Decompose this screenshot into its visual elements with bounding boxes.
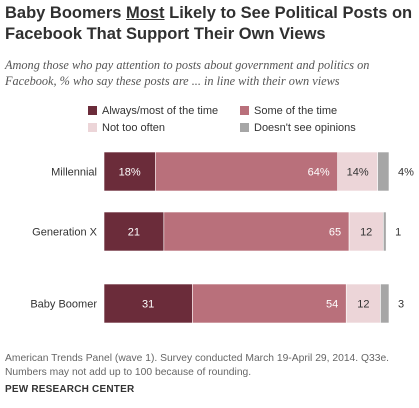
title-part-2: Likely to See Political Posts on Faceboo… [5, 4, 413, 43]
bar-generation-x-some-of-the-time [163, 211, 350, 252]
stacked-bar-chart: Always/most of the time Some of the time N… [30, 105, 414, 324]
value-label-millennial-always-most-of-the-time: 18% [119, 167, 141, 179]
value-label-generation-x-not-too-often: 12 [360, 227, 372, 239]
legend-label-always-most-of-the-time: Always/most of the time [102, 105, 218, 117]
category-label-generation-x: Generation X [32, 227, 97, 239]
value-label-generation-x-always-most-of-the-time: 21 [128, 227, 140, 239]
title-emphasis: Most [126, 4, 165, 22]
bar-generation-x-doesn-t-see-opinions [382, 211, 387, 252]
legend-label-doesn-t-see-opinions: Doesn't see opinions [254, 122, 356, 134]
source-credit: PEW RESEARCH CENTER [5, 384, 135, 395]
value-label-millennial-some-of-the-time: 64% [308, 167, 330, 179]
value-label-baby-boomer-not-too-often: 12 [357, 299, 369, 311]
chart-subtitle: Among those who pay attention to posts a… [5, 58, 370, 88]
value-label-baby-boomer-always-most-of-the-time: 31 [142, 299, 154, 311]
bar-millennial-doesn-t-see-opinions [377, 151, 390, 192]
legend-swatch-always-most-of-the-time [88, 106, 97, 115]
category-label-millennial: Millennial [51, 167, 97, 179]
title-part-1: Baby Boomers [5, 4, 127, 22]
legend-label-some-of-the-time: Some of the time [254, 105, 337, 117]
value-label-millennial-doesn-t-see-opinions: 4% [398, 167, 414, 179]
legend-label-not-too-often: Not too often [102, 122, 165, 134]
bar-baby-boomer-always-most-of-the-time [103, 283, 193, 324]
value-label-baby-boomer-some-of-the-time: 54 [326, 299, 338, 311]
value-label-baby-boomer-doesn-t-see-opinions: 3 [398, 299, 404, 311]
value-labels: 18% 64% 14% 4% 21 65 12 1 31 54 12 3 [119, 167, 414, 311]
bars [103, 151, 390, 324]
bar-millennial-some-of-the-time [155, 151, 338, 192]
legend-swatch-some-of-the-time [240, 106, 249, 115]
bar-millennial-not-too-often [337, 151, 378, 192]
value-label-generation-x-some-of-the-time: 65 [329, 227, 341, 239]
value-label-millennial-not-too-often: 14% [347, 167, 369, 179]
category-label-baby-boomer: Baby Boomer [30, 299, 97, 311]
bar-generation-x-not-too-often [348, 211, 384, 252]
value-label-generation-x-doesn-t-see-opinions: 1 [395, 227, 401, 239]
chart-title: Baby Boomers Most Likely to See Politica… [5, 3, 415, 45]
bar-baby-boomer-doesn-t-see-opinions [380, 283, 390, 324]
bar-baby-boomer-some-of-the-time [192, 283, 347, 324]
legend: Always/most of the time Some of the time N… [88, 105, 356, 134]
category-labels: Millennial Generation X Baby Boomer [30, 167, 97, 311]
bar-generation-x-always-most-of-the-time [103, 211, 165, 252]
legend-swatch-doesn-t-see-opinions [240, 123, 249, 132]
legend-swatch-not-too-often [88, 123, 97, 132]
chart-note: American Trends Panel (wave 1). Survey c… [5, 353, 390, 378]
bar-baby-boomer-not-too-often [345, 283, 381, 324]
